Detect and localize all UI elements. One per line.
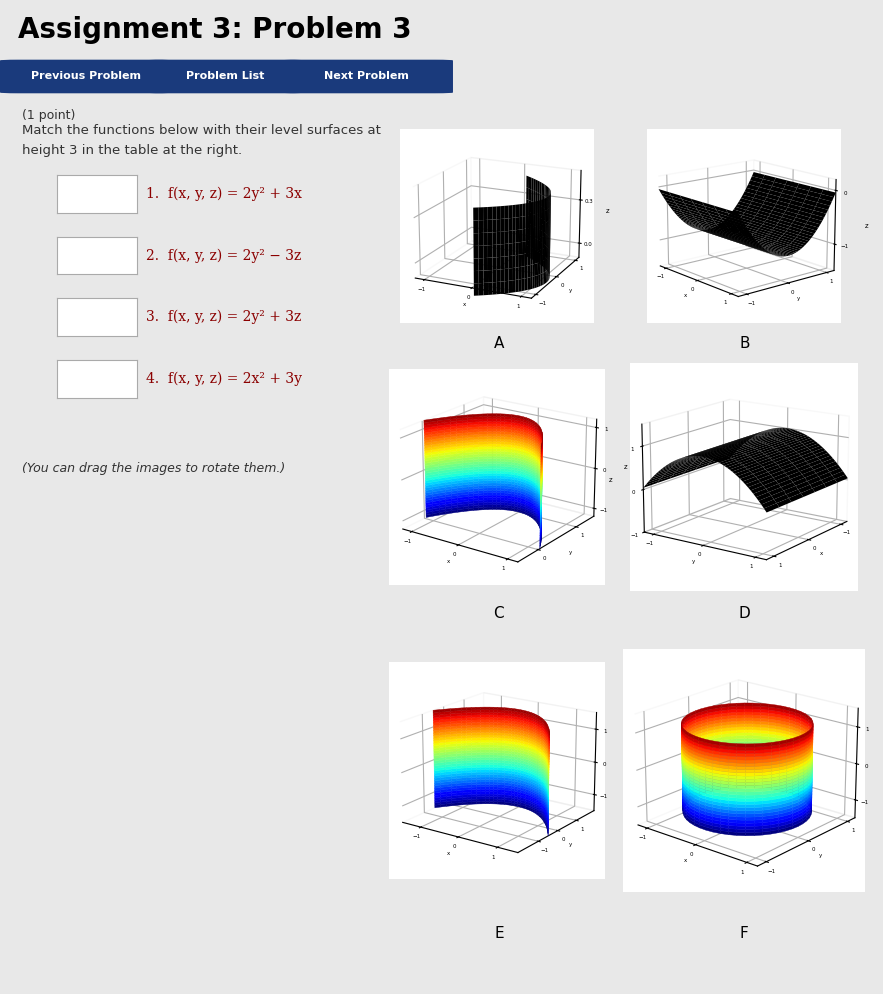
Y-axis label: y: y [570,287,572,292]
X-axis label: x: x [683,292,687,297]
Text: 4.  f(x, y, z) = 2x² + 3y: 4. f(x, y, z) = 2x² + 3y [146,372,302,386]
FancyBboxPatch shape [0,60,172,93]
Text: 3.  f(x, y, z) = 2y² + 3z: 3. f(x, y, z) = 2y² + 3z [146,310,301,324]
Text: 2.  f(x, y, z) = 2y² − 3z: 2. f(x, y, z) = 2y² − 3z [146,248,301,262]
Text: Assignment 3: Problem 3: Assignment 3: Problem 3 [18,16,411,44]
Text: Next Problem: Next Problem [324,71,410,81]
X-axis label: x: x [683,858,687,863]
Y-axis label: y: y [692,559,695,564]
X-axis label: x: x [820,552,824,557]
Y-axis label: y: y [570,550,572,555]
Y-axis label: y: y [819,853,822,858]
Text: E: E [494,926,503,941]
Text: height 3 in the table at the right.: height 3 in the table at the right. [22,144,242,157]
Text: B: B [739,336,750,351]
Text: F: F [740,926,749,941]
FancyBboxPatch shape [146,60,305,93]
Text: Previous Problem: Previous Problem [31,71,141,81]
Text: Match the functions below with their level surfaces at: Match the functions below with their lev… [22,124,381,137]
Text: D: D [738,606,751,621]
Text: Problem List: Problem List [186,71,264,81]
X-axis label: x: x [464,302,466,307]
X-axis label: x: x [447,851,450,856]
Text: 1.  f(x, y, z) = 2y² + 3x: 1. f(x, y, z) = 2y² + 3x [146,187,302,201]
Text: (You can drag the images to rotate them.): (You can drag the images to rotate them.… [22,462,285,475]
Text: A: A [494,336,504,351]
Text: (1 point): (1 point) [22,109,75,122]
Y-axis label: y: y [570,843,572,848]
Text: C: C [494,606,504,621]
FancyBboxPatch shape [281,60,453,93]
X-axis label: x: x [448,559,450,564]
Y-axis label: y: y [797,296,800,301]
